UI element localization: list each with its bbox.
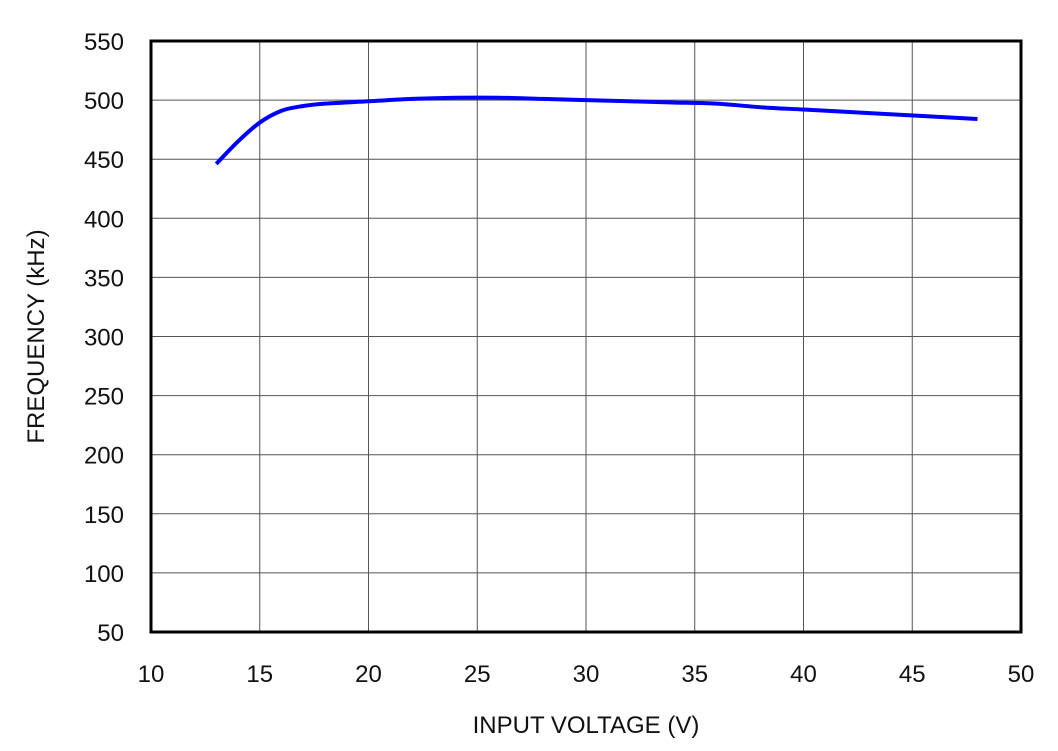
y-tick-label: 350 bbox=[84, 265, 124, 292]
y-tick-label: 550 bbox=[84, 29, 124, 56]
x-tick-label: 25 bbox=[464, 661, 491, 688]
series-group bbox=[214, 95, 978, 166]
y-tick-label: 250 bbox=[84, 384, 124, 411]
y-tick-label: 450 bbox=[84, 147, 124, 174]
plot-frame bbox=[149, 39, 1023, 634]
y-tick-label: 200 bbox=[84, 443, 124, 470]
y-axis-title: FREQUENCY (kHz) bbox=[23, 229, 50, 443]
x-tick-label: 20 bbox=[355, 661, 382, 688]
x-axis-title: INPUT VOLTAGE (V) bbox=[473, 712, 700, 739]
y-tick-label: 50 bbox=[97, 620, 124, 647]
x-tick-label: 45 bbox=[899, 661, 926, 688]
x-tick-label: 15 bbox=[246, 661, 273, 688]
x-tick-label: 50 bbox=[1008, 661, 1035, 688]
series-line-0 bbox=[214, 95, 978, 166]
x-tick-label: 40 bbox=[790, 661, 817, 688]
x-tick-label: 35 bbox=[681, 661, 708, 688]
y-tick-label: 100 bbox=[84, 561, 124, 588]
y-tick-label: 300 bbox=[84, 325, 124, 352]
grid bbox=[151, 41, 1021, 632]
y-tick-label: 400 bbox=[84, 206, 124, 233]
y-tick-labels: 50 100 150 200 250 300 350 400 450 500 550 bbox=[84, 29, 124, 647]
y-tick-label: 150 bbox=[84, 502, 124, 529]
x-tick-labels: 10 15 20 25 30 35 40 45 50 bbox=[138, 661, 1035, 688]
x-tick-label: 30 bbox=[573, 661, 600, 688]
x-tick-label: 10 bbox=[138, 661, 165, 688]
y-tick-label: 500 bbox=[84, 88, 124, 115]
